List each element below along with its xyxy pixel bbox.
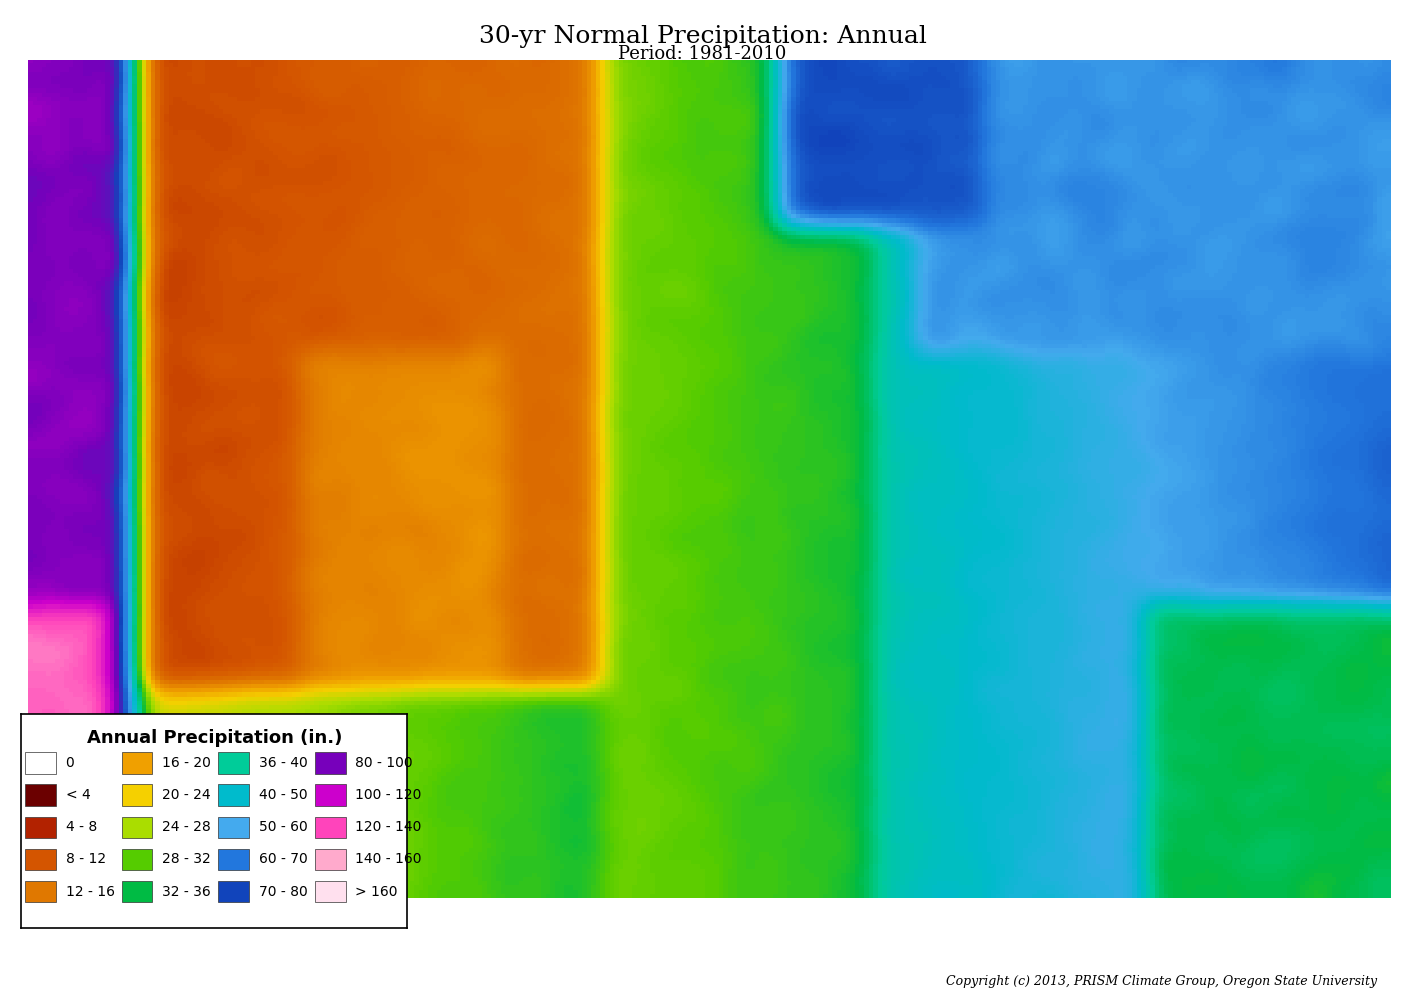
FancyBboxPatch shape bbox=[25, 816, 56, 838]
FancyBboxPatch shape bbox=[25, 881, 56, 902]
Text: 140 - 160: 140 - 160 bbox=[355, 852, 422, 866]
Text: 100 - 120: 100 - 120 bbox=[355, 788, 422, 802]
FancyBboxPatch shape bbox=[315, 752, 346, 773]
Text: < 4: < 4 bbox=[66, 788, 90, 802]
Text: 30-yr Normal Precipitation: Annual: 30-yr Normal Precipitation: Annual bbox=[479, 25, 926, 48]
Text: 8 - 12: 8 - 12 bbox=[66, 852, 105, 866]
FancyBboxPatch shape bbox=[122, 848, 153, 870]
Text: 16 - 20: 16 - 20 bbox=[162, 755, 211, 769]
Text: 40 - 50: 40 - 50 bbox=[259, 788, 308, 802]
FancyBboxPatch shape bbox=[122, 752, 153, 773]
Text: 4 - 8: 4 - 8 bbox=[66, 820, 97, 834]
Text: 36 - 40: 36 - 40 bbox=[259, 755, 308, 769]
FancyBboxPatch shape bbox=[122, 816, 153, 838]
FancyBboxPatch shape bbox=[315, 784, 346, 805]
Text: Annual Precipitation (in.): Annual Precipitation (in.) bbox=[87, 729, 341, 747]
FancyBboxPatch shape bbox=[122, 784, 153, 805]
FancyBboxPatch shape bbox=[122, 881, 153, 902]
Text: 120 - 140: 120 - 140 bbox=[355, 820, 422, 834]
Text: 12 - 16: 12 - 16 bbox=[66, 884, 115, 898]
Text: 60 - 70: 60 - 70 bbox=[259, 852, 308, 866]
FancyBboxPatch shape bbox=[218, 881, 249, 902]
FancyBboxPatch shape bbox=[25, 784, 56, 805]
Text: 80 - 100: 80 - 100 bbox=[355, 755, 413, 769]
FancyBboxPatch shape bbox=[218, 752, 249, 773]
FancyBboxPatch shape bbox=[315, 848, 346, 870]
FancyBboxPatch shape bbox=[218, 816, 249, 838]
FancyBboxPatch shape bbox=[315, 881, 346, 902]
FancyBboxPatch shape bbox=[315, 816, 346, 838]
Text: 24 - 28: 24 - 28 bbox=[162, 820, 211, 834]
FancyBboxPatch shape bbox=[218, 784, 249, 805]
Text: 50 - 60: 50 - 60 bbox=[259, 820, 308, 834]
FancyBboxPatch shape bbox=[218, 848, 249, 870]
Text: 20 - 24: 20 - 24 bbox=[162, 788, 211, 802]
Text: > 160: > 160 bbox=[355, 884, 398, 898]
Text: 32 - 36: 32 - 36 bbox=[162, 884, 211, 898]
Text: 70 - 80: 70 - 80 bbox=[259, 884, 308, 898]
Text: Period: 1981-2010: Period: 1981-2010 bbox=[618, 45, 787, 63]
Text: 0: 0 bbox=[66, 755, 74, 769]
FancyBboxPatch shape bbox=[25, 752, 56, 773]
Text: Copyright (c) 2013, PRISM Climate Group, Oregon State University: Copyright (c) 2013, PRISM Climate Group,… bbox=[946, 975, 1377, 988]
Text: 28 - 32: 28 - 32 bbox=[162, 852, 211, 866]
FancyBboxPatch shape bbox=[25, 848, 56, 870]
